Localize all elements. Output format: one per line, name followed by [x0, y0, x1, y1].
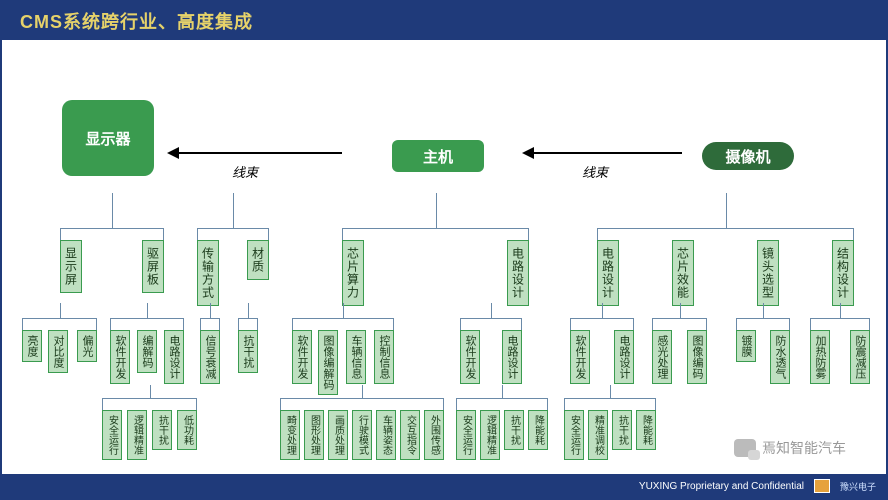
- mid-node: 显示屏: [60, 240, 82, 293]
- root-host: 主机: [392, 140, 484, 172]
- leaf-node-l4: 安全运行: [456, 410, 476, 460]
- mid-node: 传输方式: [197, 240, 219, 306]
- leaf-node-l4: 安全运行: [564, 410, 584, 460]
- mid-node: 电路设计: [507, 240, 529, 306]
- footer-brand: 豫兴电子: [840, 480, 876, 493]
- mid-node: 驱屏板: [142, 240, 164, 293]
- leaf-node: 抗干扰: [238, 330, 258, 373]
- leaf-node: 软件开发: [292, 330, 312, 384]
- arrow-head-icon: [522, 147, 534, 159]
- bracket: [564, 398, 656, 410]
- bracket: [736, 318, 790, 330]
- leaf-node: 镀膜: [736, 330, 756, 362]
- bracket: [238, 318, 258, 330]
- bracket: [597, 228, 854, 240]
- arrow-line: [532, 152, 682, 154]
- leaf-node-l4: 外围传感: [424, 410, 444, 460]
- bracket: [342, 228, 529, 240]
- leaf-node: 对比度: [48, 330, 68, 373]
- arrow-label: 线束: [232, 162, 258, 181]
- bracket: [60, 228, 164, 240]
- bracket: [197, 228, 269, 240]
- leaf-node: 软件开发: [570, 330, 590, 384]
- leaf-node-l4: 画质处理: [328, 410, 348, 460]
- leaf-node-l4: 畸变处理: [280, 410, 300, 460]
- leaf-node: 电路设计: [164, 330, 184, 384]
- mid-node: 芯片效能: [672, 240, 694, 306]
- bracket: [810, 318, 870, 330]
- leaf-node-l4: 低功耗: [177, 410, 197, 450]
- footer-text: YUXING Proprietary and Confidential: [639, 481, 804, 492]
- mid-node: 芯片算力: [342, 240, 364, 306]
- bracket: [292, 318, 394, 330]
- bracket: [110, 318, 184, 330]
- bracket: [570, 318, 634, 330]
- leaf-node: 图像编解码: [318, 330, 338, 395]
- leaf-node: 防水透气: [770, 330, 790, 384]
- bracket: [456, 398, 548, 410]
- slide-frame: CMS系统跨行业、高度集成 显示器主机 摄像机线束 线束显示屏 驱屏板 传输方式 材质 芯片…: [0, 0, 888, 500]
- leaf-node: 控制信息: [374, 330, 394, 384]
- bracket: [200, 318, 220, 330]
- leaf-node-l4: 降能耗: [636, 410, 656, 450]
- arrow-head-icon: [167, 147, 179, 159]
- leaf-node-l4: 逻辑精准: [127, 410, 147, 460]
- watermark-text: 焉知智能汽车: [762, 438, 846, 458]
- mid-node: 镜头选型: [757, 240, 779, 306]
- leaf-node: 加热防雾: [810, 330, 830, 384]
- bracket: [280, 398, 444, 410]
- leaf-node-l4: 逻辑精准: [480, 410, 500, 460]
- arrow-label: 线束: [582, 162, 608, 181]
- leaf-node: 电路设计: [502, 330, 522, 384]
- root-display: 显示器: [62, 100, 154, 176]
- leaf-node-l4: 抗干扰: [152, 410, 172, 450]
- bracket: [102, 398, 197, 410]
- leaf-node-l4: 行驶模式: [352, 410, 372, 460]
- title-text: CMS系统跨行业、高度集成: [20, 12, 253, 32]
- leaf-node: 软件开发: [460, 330, 480, 384]
- leaf-node: 图像编码: [687, 330, 707, 384]
- leaf-node: 亮度: [22, 330, 42, 362]
- leaf-node-l4: 精准调校: [588, 410, 608, 460]
- leaf-node: 编解码: [137, 330, 157, 373]
- leaf-node: 防震减压: [850, 330, 870, 384]
- leaf-node: 电路设计: [614, 330, 634, 384]
- watermark: 焉知智能汽车: [734, 438, 846, 458]
- leaf-node-l4: 抗干扰: [612, 410, 632, 450]
- bracket: [652, 318, 707, 330]
- leaf-node-l4: 安全运行: [102, 410, 122, 460]
- bracket: [22, 318, 97, 330]
- leaf-node-l4: 降能耗: [528, 410, 548, 450]
- bracket: [460, 318, 522, 330]
- footer-bar: YUXING Proprietary and Confidential 豫兴电子: [2, 474, 886, 498]
- wechat-icon: [734, 439, 756, 457]
- leaf-node: 偏光: [77, 330, 97, 362]
- leaf-node: 信号衰减: [200, 330, 220, 384]
- slide-title: CMS系统跨行业、高度集成: [2, 2, 886, 40]
- leaf-node: 软件开发: [110, 330, 130, 384]
- footer-logo-icon: [814, 479, 830, 493]
- leaf-node: 车辆信息: [346, 330, 366, 384]
- leaf-node-l4: 车辆姿态: [376, 410, 396, 460]
- mid-node: 结构设计: [832, 240, 854, 306]
- leaf-node-l4: 抗干扰: [504, 410, 524, 450]
- root-camera: 摄像机: [702, 142, 794, 170]
- leaf-node: 感光处理: [652, 330, 672, 384]
- leaf-node-l4: 交互指令: [400, 410, 420, 460]
- diagram-canvas: 显示器主机摄像机线束线束显示屏驱屏板传输方式材质芯片算力电路设计电路设计芯片效能…: [2, 40, 886, 476]
- mid-node: 材质: [247, 240, 269, 280]
- mid-node: 电路设计: [597, 240, 619, 306]
- leaf-node-l4: 图形处理: [304, 410, 324, 460]
- arrow-line: [177, 152, 342, 154]
